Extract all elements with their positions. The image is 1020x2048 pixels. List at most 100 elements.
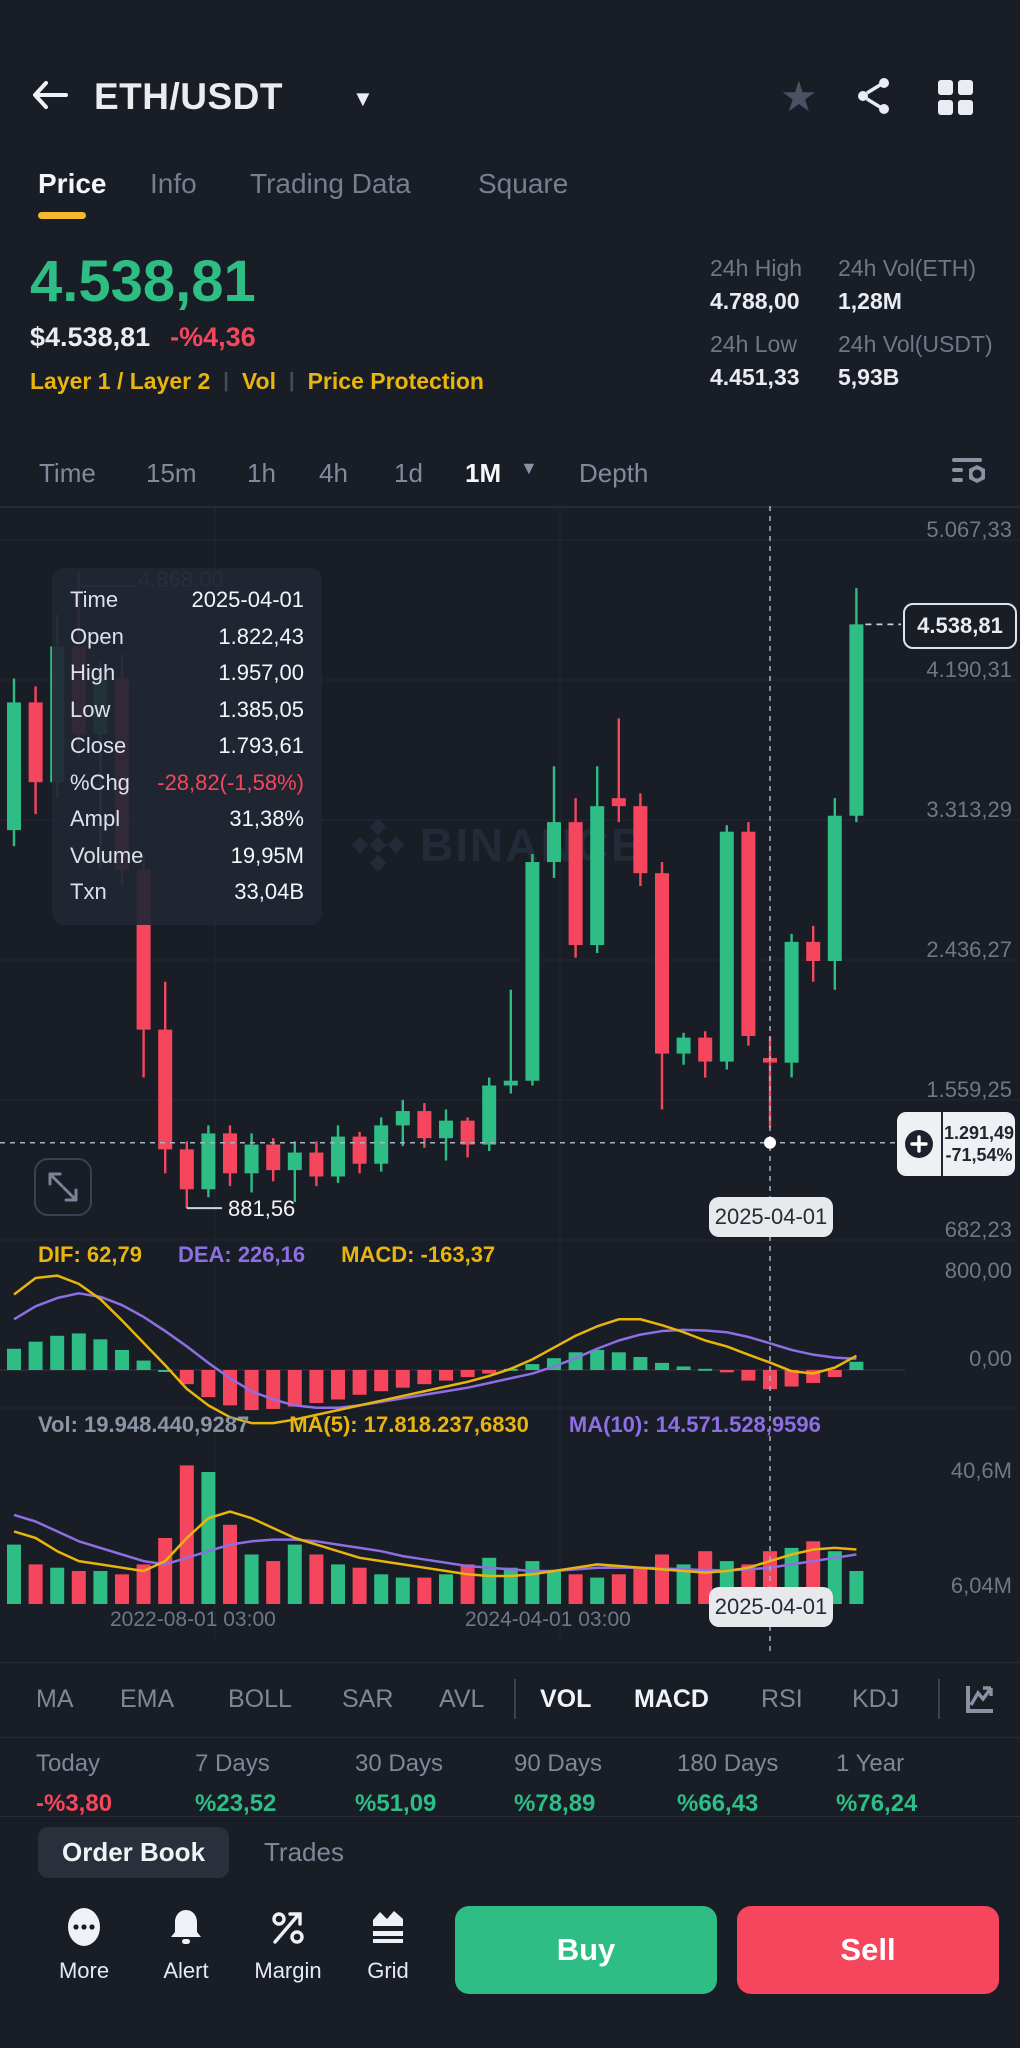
- x-axis-label: 2024-04-01 03:00: [465, 1608, 631, 1631]
- tooltip-value: 1.957,00: [218, 660, 304, 685]
- bottom-action-bar: More Alert Margin Grid Buy: [0, 1900, 1020, 2010]
- interval-1h[interactable]: 1h: [247, 458, 276, 488]
- tooltip-value: 31,38%: [229, 806, 304, 831]
- tooltip-value-chg: -28,82(-1,58%): [157, 769, 304, 795]
- interval-1d[interactable]: 1d: [394, 458, 423, 488]
- sell-button[interactable]: Sell: [737, 1906, 999, 1994]
- apps-grid-icon[interactable]: [938, 80, 973, 115]
- chart-settings-icon[interactable]: [950, 456, 992, 492]
- grid-trading-icon: [373, 1911, 403, 1943]
- tooltip-label: Open: [70, 623, 124, 649]
- dif-value: DIF: 62,79: [38, 1242, 142, 1267]
- pair-title[interactable]: ETH/USDT: [94, 76, 283, 117]
- indicator-sar[interactable]: SAR: [342, 1685, 394, 1713]
- macd-header: DIF: 62,79 DEA: 226,16 MACD: -163,37: [38, 1242, 495, 1268]
- tag-vol[interactable]: Vol: [241, 368, 276, 394]
- tab-trades[interactable]: Trades: [264, 1837, 344, 1867]
- interval-15m[interactable]: 15m: [146, 458, 197, 488]
- price-change-pct: -%4,36: [170, 322, 256, 352]
- stat-volusdt-label: 24h Vol(USDT): [838, 331, 993, 357]
- perf-180d-value: %66,43: [677, 1790, 759, 1817]
- interval-depth[interactable]: Depth: [579, 458, 649, 488]
- interval-chevron-down-icon[interactable]: ▼: [520, 458, 538, 478]
- more-button[interactable]: More: [48, 1906, 120, 1984]
- y-axis-label: 3.313,29: [926, 797, 1012, 822]
- crosshair-date-badge: 2025-04-01: [709, 1197, 833, 1237]
- margin-percent-icon: [272, 1912, 304, 1944]
- stat-voleth-value: 1,28M: [838, 288, 902, 314]
- perf-7d-label: 7 Days: [195, 1750, 270, 1777]
- back-arrow-icon[interactable]: [28, 80, 72, 110]
- vol-value: Vol: 19.948.440,9287: [38, 1412, 250, 1437]
- crosshair-price-box[interactable]: 1.291,49 -71,54%: [897, 1112, 1015, 1176]
- tab-square[interactable]: Square: [478, 168, 569, 199]
- binance-watermark: BINANCE: [352, 818, 644, 872]
- grid-button[interactable]: Grid: [352, 1906, 424, 1984]
- usd-price: $4.538,81: [30, 322, 151, 352]
- macd-axis-label: 0,00: [969, 1346, 1012, 1371]
- stat-voleth-label: 24h Vol(ETH): [838, 255, 977, 281]
- pair-chevron-down-icon[interactable]: ▼: [352, 86, 374, 111]
- crosshair-date-badge-volume: 2025-04-01: [709, 1587, 833, 1627]
- tooltip-label: Ampl: [70, 806, 121, 831]
- indicator-vol[interactable]: VOL: [540, 1685, 592, 1713]
- indicator-macd[interactable]: MACD: [634, 1685, 709, 1713]
- macd-value: MACD: -163,37: [341, 1242, 496, 1267]
- indicator-rsi[interactable]: RSI: [761, 1685, 803, 1713]
- tab-info[interactable]: Info: [150, 168, 197, 199]
- volume-axis-label: 40,6M: [950, 1458, 1012, 1483]
- indicator-tab-row: MA EMA BOLL SAR AVL VOL MACD RSI KDJ: [0, 1662, 1020, 1738]
- perf-90d-label: 90 Days: [514, 1750, 603, 1777]
- tag-layer[interactable]: Layer 1 / Layer 2: [30, 368, 211, 394]
- expand-chart-button[interactable]: [34, 1158, 92, 1216]
- stat-high-label: 24h High: [710, 255, 803, 281]
- indicator-avl[interactable]: AVL: [439, 1685, 485, 1713]
- tooltip-value: 1.793,61: [218, 733, 304, 758]
- low-marker-label: 881,56: [228, 1196, 296, 1221]
- tooltip-label: Txn: [70, 879, 107, 904]
- tag-price-protection[interactable]: Price Protection: [307, 368, 484, 394]
- favorite-star-icon[interactable]: ★: [780, 73, 818, 120]
- tooltip-value: 33,04B: [234, 879, 304, 904]
- tooltip-label: %Chg: [70, 769, 130, 795]
- perf-180d-label: 180 Days: [677, 1750, 779, 1777]
- tab-order-book[interactable]: Order Book: [38, 1827, 230, 1878]
- dea-value: DEA: 226,16: [177, 1242, 306, 1267]
- ohlc-tooltip: Time 2025-04-01 Open 1.822,43 High 1.957,00…: [52, 568, 322, 925]
- orderbook-section: Order Book Trades: [0, 1816, 1020, 1897]
- price-subrow: $4.538,81 -%4,36: [30, 322, 256, 353]
- perf-90d-value: %78,89: [514, 1790, 596, 1817]
- y-axis-label: 682,23: [944, 1217, 1012, 1242]
- buy-button[interactable]: Buy: [455, 1906, 717, 1994]
- interval-4h[interactable]: 4h: [319, 458, 348, 488]
- crosshair-pct: -71,54%: [945, 1145, 1013, 1165]
- indicator-kdj[interactable]: KDJ: [852, 1685, 900, 1713]
- indicator-ma[interactable]: MA: [36, 1685, 74, 1713]
- x-axis-label: 2022-08-01 03:00: [110, 1608, 276, 1631]
- stat-low-value: 4.451,33: [710, 364, 800, 390]
- alert-button[interactable]: Alert: [150, 1906, 222, 1984]
- share-icon[interactable]: [854, 76, 894, 116]
- stat-volusdt-value: 5,93B: [838, 364, 900, 390]
- perf-1y-label: 1 Year: [836, 1750, 905, 1777]
- interval-1m-active[interactable]: 1M: [465, 458, 502, 488]
- perf-today-value: -%3,80: [36, 1790, 113, 1817]
- interval-time[interactable]: Time: [39, 458, 96, 488]
- last-price-badge: 4.538,81: [903, 603, 1017, 649]
- perf-today-label: Today: [36, 1750, 101, 1777]
- tooltip-label: Low: [70, 696, 111, 722]
- expand-arrows-icon: [48, 1172, 78, 1202]
- candlestick-chart[interactable]: [0, 506, 1020, 1663]
- add-order-icon[interactable]: [897, 1112, 943, 1176]
- volume-axis-label: 6,04M: [950, 1573, 1012, 1598]
- tab-price[interactable]: Price: [38, 168, 107, 199]
- tab-trading-data[interactable]: Trading Data: [250, 168, 411, 199]
- indicator-boll[interactable]: BOLL: [228, 1685, 292, 1713]
- perf-30d-label: 30 Days: [355, 1750, 444, 1777]
- tooltip-value: 1.822,43: [218, 623, 304, 649]
- indicator-ema[interactable]: EMA: [120, 1685, 175, 1713]
- indicator-settings-icon[interactable]: [960, 1681, 998, 1719]
- margin-button[interactable]: Margin: [252, 1906, 324, 1984]
- perf-30d-value: %51,09: [355, 1790, 437, 1817]
